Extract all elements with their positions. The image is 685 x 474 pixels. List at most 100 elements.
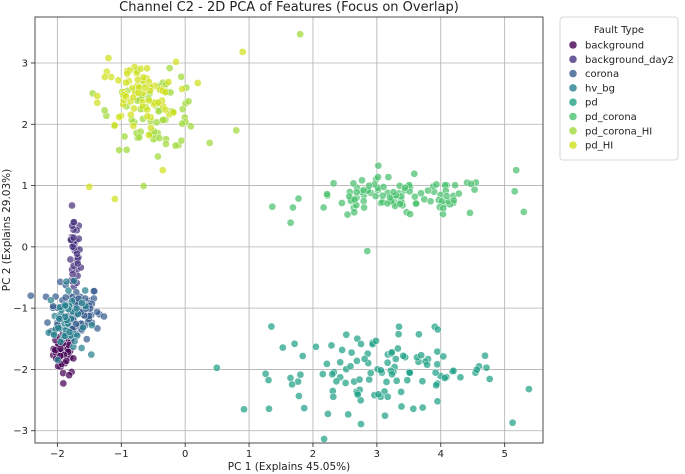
point-pd: [278, 343, 287, 352]
point-pd: [265, 404, 273, 413]
point-hv-bg: [61, 301, 69, 310]
point-pd-hi: [193, 79, 202, 87]
point-pd: [372, 336, 380, 345]
point-pd-hi: [161, 105, 170, 114]
point-pd-corona-hi: [165, 64, 174, 72]
y-tick-label: −1: [13, 304, 28, 315]
point-pd-corona: [365, 181, 373, 190]
legend-label-pd: pd: [585, 98, 598, 109]
point-background-day2: [69, 233, 78, 242]
point-background: [56, 344, 65, 353]
point-pd-hi: [110, 121, 119, 130]
point-pd-hi: [134, 89, 143, 97]
point-pd: [485, 375, 494, 383]
point-pd-hi: [93, 98, 102, 107]
point-pd-corona-hi: [115, 146, 124, 154]
point-corona: [61, 293, 70, 302]
point-hv-bg: [87, 321, 96, 330]
y-tick-label: 0: [22, 242, 28, 253]
point-hv-bg: [55, 315, 64, 323]
legend-marker-corona: [568, 69, 578, 78]
point-hv-bg: [53, 356, 62, 364]
point-pd-corona: [384, 173, 393, 181]
point-pd-corona: [289, 203, 297, 212]
point-pd: [344, 410, 353, 419]
point-pd-corona: [467, 180, 475, 188]
point-pd: [432, 381, 440, 390]
point-pd-corona: [449, 196, 458, 205]
point-pd-corona-hi: [155, 134, 164, 142]
x-axis-ticks: −2 −1 0 1 2 3 4 5: [50, 443, 508, 460]
point-pd-corona: [338, 199, 346, 207]
point-pd-corona: [401, 183, 409, 192]
point-pd-hi: [111, 195, 119, 203]
point-pd-corona: [374, 173, 382, 181]
point-pd: [508, 418, 517, 427]
point-pd-hi: [238, 48, 247, 56]
point-pd-hi: [143, 105, 152, 114]
point-pd: [439, 352, 448, 361]
point-pd: [472, 365, 481, 374]
point-pd: [327, 341, 336, 350]
point-hv-bg: [47, 296, 55, 305]
x-tick-label: −2: [50, 449, 65, 460]
point-pd: [382, 378, 391, 386]
point-pd-corona: [360, 203, 368, 212]
point-pd: [300, 404, 309, 412]
legend-marker-background-day2: [568, 55, 578, 64]
point-pd: [212, 363, 221, 372]
point-pd-hi: [133, 75, 142, 84]
point-pd: [394, 330, 403, 339]
point-pd-corona: [396, 200, 405, 208]
point-pd-corona-hi: [100, 106, 109, 115]
point-pd: [324, 410, 332, 418]
point-pd-corona: [412, 199, 420, 208]
point-pd-hi: [122, 92, 130, 101]
point-pd-corona: [442, 192, 451, 200]
point-pd-corona: [349, 179, 358, 188]
point-pd: [383, 358, 392, 367]
point-pd: [295, 392, 303, 400]
point-pd-corona: [451, 181, 459, 190]
point-pd-corona: [424, 186, 432, 195]
point-pd-hi: [169, 108, 178, 117]
point-corona: [93, 308, 101, 316]
x-tick-label: 5: [501, 449, 507, 460]
legend-label-background: background: [585, 41, 644, 52]
point-pd: [440, 374, 449, 382]
point-pd: [482, 363, 491, 372]
point-pd: [394, 344, 402, 353]
legend-label-pd-corona: pd_corona: [585, 112, 637, 123]
point-pd: [405, 368, 414, 377]
point-pd-corona-hi: [171, 141, 180, 150]
y-tick-label: −2: [13, 365, 28, 376]
y-axis-ticks: −3 −2 −1 0 1 2 3: [13, 58, 35, 437]
point-pd: [267, 322, 276, 331]
y-tick-label: 1: [22, 181, 28, 192]
point-pd: [381, 411, 389, 420]
point-pd: [449, 366, 458, 375]
point-pd-corona-hi: [154, 152, 162, 161]
point-pd: [383, 392, 392, 401]
point-pd: [346, 362, 355, 371]
point-pd: [433, 325, 442, 334]
point-pd: [388, 370, 396, 379]
point-pd-corona-hi: [177, 136, 186, 145]
point-pd-hi: [158, 166, 167, 175]
point-background: [69, 354, 78, 363]
point-pd: [376, 366, 385, 375]
point-pd: [296, 370, 305, 379]
point-pd: [355, 375, 364, 384]
point-pd-corona-hi: [177, 72, 186, 81]
point-pd-corona: [319, 203, 328, 212]
point-background-day2: [73, 249, 81, 258]
point-pd: [332, 377, 341, 386]
legend-label-hv-bg: hv_bg: [585, 83, 615, 94]
point-pd: [318, 370, 327, 378]
legend: Fault Type background background_day2coro…: [559, 16, 679, 161]
point-pd: [353, 334, 362, 343]
point-pd: [357, 340, 365, 348]
point-pd-corona: [426, 197, 435, 206]
legend-label-pd-corona-hi: pd_corona_HI: [585, 126, 652, 137]
